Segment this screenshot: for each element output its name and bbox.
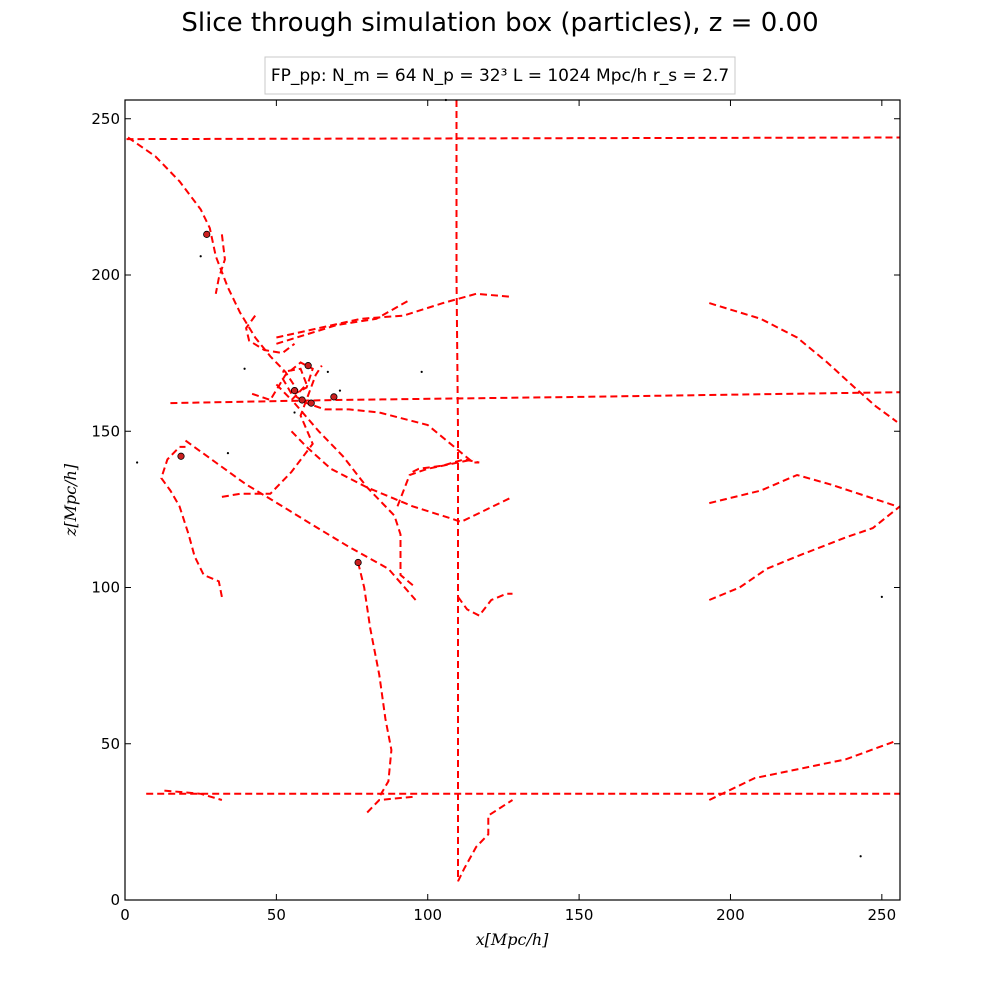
trajectory-line-22 xyxy=(293,402,417,589)
small-point-5 xyxy=(420,370,423,373)
small-point-10 xyxy=(859,855,862,858)
x-axis-label: x[Mpc/h] xyxy=(476,930,550,949)
trajectory-line-3 xyxy=(455,100,459,882)
trajectory-line-14 xyxy=(160,445,223,598)
trajectory-line-13 xyxy=(457,799,514,882)
trajectory-line-17 xyxy=(276,299,411,345)
particle-point-2 xyxy=(177,452,185,460)
small-point-1 xyxy=(199,255,202,258)
x-axis: 0 50 100 150 200 250 xyxy=(120,100,896,924)
y-tick-label: 50 xyxy=(101,735,120,753)
particle-point-6 xyxy=(298,396,306,404)
x-tick-label: 100 xyxy=(413,906,442,924)
small-point-8 xyxy=(136,461,139,464)
particle-point-8 xyxy=(330,393,338,401)
x-tick-label: 200 xyxy=(716,906,745,924)
y-axis-label: z[Mpc/h] xyxy=(61,463,80,537)
legend: FP_pp: N_m = 64 N_p = 32³ L = 1024 Mpc/h… xyxy=(264,56,736,95)
trajectory-line-28 xyxy=(457,592,513,617)
particle-point-5 xyxy=(290,387,299,395)
trajectory-line-23 xyxy=(251,361,314,402)
axes-frame xyxy=(124,99,901,901)
x-tick-label: 0 xyxy=(120,906,130,924)
trajectory-line-15 xyxy=(245,315,296,355)
trajectory-line-27 xyxy=(396,458,474,507)
trajectory-line-19 xyxy=(290,430,513,523)
particle-point-1 xyxy=(203,230,211,238)
trajectory-line-21 xyxy=(184,439,417,601)
x-tick-label: 150 xyxy=(565,906,594,924)
x-tick-label: 250 xyxy=(868,906,897,924)
y-tick-label: 200 xyxy=(91,266,120,284)
trajectory-line-5 xyxy=(127,136,299,392)
trajectory-line-25 xyxy=(357,562,393,798)
chart-title: Slice through simulation box (particles)… xyxy=(181,8,818,38)
particle-point-7 xyxy=(307,399,315,407)
trajectory-line-4 xyxy=(170,391,901,405)
x-tick-label: 50 xyxy=(267,906,286,924)
particle-point-4 xyxy=(304,362,312,370)
trajectory-line-24 xyxy=(275,367,308,402)
y-tick-label: 0 xyxy=(110,891,120,909)
small-point-4 xyxy=(338,389,342,392)
y-tick-label: 250 xyxy=(91,110,120,128)
legend-box xyxy=(264,56,736,95)
y-tick-label: 100 xyxy=(91,579,120,597)
legend-text: FP_pp: N_m = 64 N_p = 32³ L = 1024 Mpc/h… xyxy=(271,66,729,86)
small-point-6 xyxy=(293,411,296,414)
trajectory-line-11 xyxy=(164,789,223,801)
y-axis: 0 50 100 150 200 250 xyxy=(91,110,900,909)
y-tick-label: 150 xyxy=(91,422,120,440)
trajectory-line-6 xyxy=(214,234,226,294)
plot-area xyxy=(126,98,901,882)
trajectory-line-16 xyxy=(276,292,513,339)
particle-point-3 xyxy=(354,558,362,567)
trajectory-line-12 xyxy=(366,795,413,814)
trajectory-line-18 xyxy=(281,377,480,464)
small-point-7 xyxy=(226,452,230,455)
trajectory-line-20 xyxy=(221,365,323,498)
trajectory-line-7 xyxy=(709,302,898,423)
trajectory-line-10 xyxy=(708,739,898,801)
trajectory-line-8 xyxy=(709,473,898,508)
small-point-3 xyxy=(326,370,329,373)
trajectory-line-1 xyxy=(126,136,901,141)
trajectory-line-9 xyxy=(708,505,901,601)
small-point-9 xyxy=(880,595,883,598)
small-point-2 xyxy=(243,367,246,370)
